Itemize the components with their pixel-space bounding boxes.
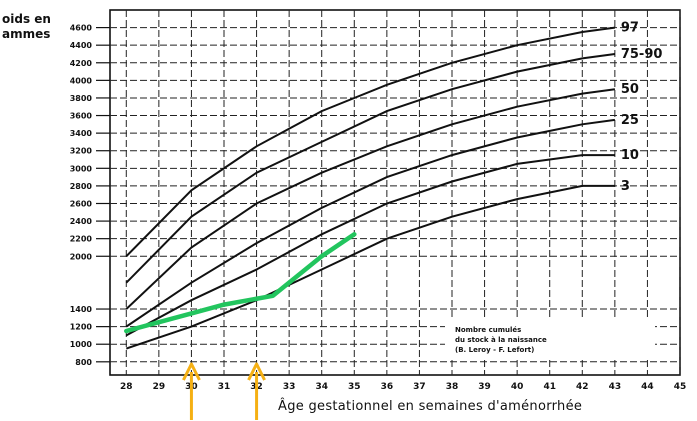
legend-box [445, 318, 655, 360]
percentile-label: 50 [621, 82, 639, 97]
legend-line: Nombre cumulés [455, 326, 521, 334]
y-tick-label: 3800 [70, 94, 93, 103]
legend-line: (B. Leroy - F. Lefort) [455, 346, 534, 354]
y-tick-label: 3600 [70, 112, 93, 121]
y-tick-label: 3400 [70, 129, 93, 138]
y-tick-label: 4600 [70, 24, 93, 33]
x-tick-label: 37 [413, 382, 426, 392]
x-tick-label: 28 [120, 382, 133, 392]
y-tick-label: 3200 [70, 147, 93, 156]
highlight-trajectory [124, 232, 357, 334]
x-tick-label: 41 [543, 382, 556, 392]
x-tick-label: 31 [218, 382, 231, 392]
percentile-label: 75-90 [621, 47, 663, 62]
y-tick-label: 2000 [70, 252, 93, 261]
percentile-label: 3 [621, 179, 630, 194]
y-tick-label: 1200 [70, 323, 93, 332]
percentile-curve [125, 184, 615, 350]
percentile-curve [125, 53, 616, 284]
x-tick-label: 29 [153, 382, 166, 392]
y-tick-label: 1400 [70, 305, 93, 314]
percentile-label: 25 [621, 113, 639, 128]
y-tick-label: 2200 [70, 235, 93, 244]
y-axis-label-line-1: oids en [2, 12, 51, 26]
marker-arrowhead [182, 362, 201, 381]
y-tick-label: 2400 [70, 217, 93, 226]
percentile-curve [125, 118, 616, 328]
percentile-curve [125, 88, 616, 310]
y-tick-label: 4200 [70, 59, 93, 68]
y-tick-label: 4400 [70, 41, 93, 50]
marker-arrowhead [247, 362, 266, 381]
y-axis-label-line-2: ammes [2, 27, 51, 41]
y-tick-label: 2600 [70, 199, 93, 208]
x-axis-title: Âge gestationnel en semaines d'aménorrhé… [278, 398, 582, 414]
percentile-curve [125, 154, 615, 337]
x-tick-label: 44 [641, 382, 654, 392]
x-tick-label: 45 [674, 382, 687, 392]
percentile-label: 97 [621, 21, 639, 36]
x-tick-label: 40 [511, 382, 524, 392]
x-tick-label: 36 [381, 382, 394, 392]
y-tick-label: 800 [75, 358, 92, 367]
y-tick-label: 3000 [70, 164, 93, 173]
x-tick-label: 35 [348, 382, 361, 392]
legend-line: du stock à la naissance [455, 336, 547, 344]
percentile-label: 10 [621, 148, 639, 163]
x-tick-label: 43 [609, 382, 622, 392]
y-tick-label: 2800 [70, 182, 93, 191]
y-tick-label: 4000 [70, 76, 93, 85]
x-tick-label: 34 [315, 382, 328, 392]
percentile-curve [125, 26, 616, 258]
y-tick-label: 1000 [70, 340, 93, 349]
x-tick-label: 33 [283, 382, 296, 392]
x-tick-label: 38 [446, 382, 459, 392]
x-tick-label: 39 [478, 382, 491, 392]
x-tick-label: 42 [576, 382, 589, 392]
